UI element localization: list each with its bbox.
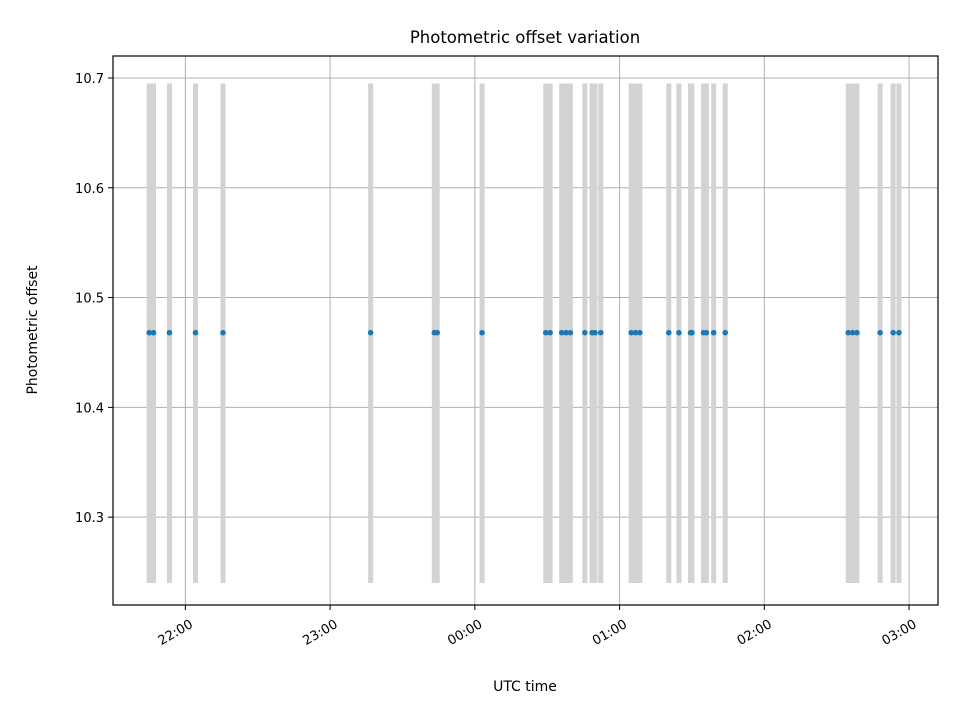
data-point bbox=[597, 329, 604, 336]
data-point bbox=[547, 329, 553, 336]
chart-title: Photometric offset variation bbox=[410, 28, 640, 47]
data-point bbox=[542, 329, 549, 336]
data-point bbox=[567, 329, 574, 336]
data-point bbox=[146, 329, 152, 336]
y-tick-label: 10.3 bbox=[75, 511, 104, 526]
y-tick-label: 10.4 bbox=[75, 401, 104, 416]
data-point bbox=[166, 329, 173, 336]
data-point bbox=[722, 329, 729, 336]
data-point bbox=[582, 329, 588, 336]
y-tick-label: 10.6 bbox=[75, 182, 104, 197]
data-point bbox=[710, 329, 717, 336]
data-point bbox=[665, 329, 672, 336]
grid-lines bbox=[113, 56, 938, 605]
data-point bbox=[628, 329, 634, 336]
y-tick-label: 10.5 bbox=[75, 292, 104, 307]
data-point bbox=[637, 329, 643, 336]
data-point bbox=[558, 329, 565, 336]
data-point bbox=[689, 329, 695, 336]
data-point bbox=[150, 329, 157, 336]
data-point bbox=[479, 329, 485, 336]
data-point bbox=[563, 329, 569, 336]
data-point bbox=[877, 329, 883, 336]
data-point bbox=[703, 329, 710, 336]
y-tick-label: 10.7 bbox=[75, 72, 104, 87]
data-point bbox=[434, 329, 441, 336]
data-points bbox=[146, 329, 902, 336]
data-point bbox=[676, 329, 682, 336]
data-point bbox=[192, 329, 199, 336]
y-axis-title: Photometric offset bbox=[25, 265, 41, 395]
data-point bbox=[592, 329, 598, 336]
data-point bbox=[632, 329, 639, 336]
y-axis-ticks: 10.3 10.4 10.5 10.6 10.7 bbox=[75, 72, 113, 526]
data-point bbox=[849, 329, 856, 336]
data-point bbox=[854, 329, 860, 336]
data-point bbox=[367, 329, 374, 336]
plot-frame bbox=[112, 55, 939, 606]
data-point bbox=[220, 329, 226, 336]
data-point bbox=[896, 329, 902, 336]
x-axis-title: UTC time bbox=[493, 679, 557, 695]
data-point bbox=[845, 329, 852, 336]
data-point bbox=[890, 329, 896, 336]
